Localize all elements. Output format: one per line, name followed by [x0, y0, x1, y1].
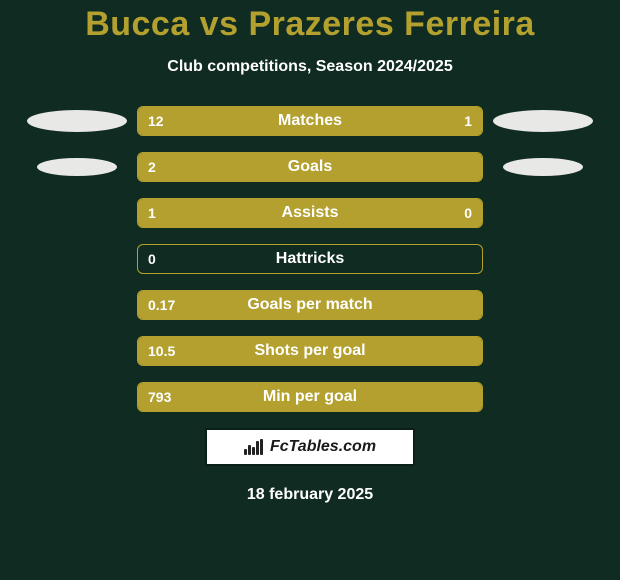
fill-left — [138, 199, 420, 227]
player-right-marker — [503, 158, 583, 176]
player-left-marker — [27, 110, 127, 132]
stat-left-value: 12 — [148, 113, 164, 129]
stat-right-value: 1 — [464, 113, 472, 129]
stat-row: Min per goal 793 — [0, 382, 620, 412]
stat-left-value: 793 — [148, 389, 171, 405]
left-side — [17, 158, 137, 176]
player-left-marker — [37, 158, 117, 176]
stat-bar: Matches 12 1 — [137, 106, 483, 136]
stat-row: Shots per goal 10.5 — [0, 336, 620, 366]
stat-label: Assists — [282, 204, 339, 222]
stat-label: Hattricks — [276, 250, 344, 268]
stat-label: Min per goal — [263, 388, 357, 406]
source-badge[interactable]: FcTables.com — [205, 428, 415, 466]
stat-bar: Hattricks 0 — [137, 244, 483, 274]
left-side — [17, 110, 137, 132]
stat-left-value: 2 — [148, 159, 156, 175]
stat-right-value: 0 — [464, 205, 472, 221]
source-badge-text: FcTables.com — [270, 438, 376, 456]
date-text: 18 february 2025 — [0, 486, 620, 504]
stat-label: Shots per goal — [254, 342, 365, 360]
stat-bar: Assists 1 0 — [137, 198, 483, 228]
stat-left-value: 10.5 — [148, 343, 175, 359]
comparison-infographic: Bucca vs Prazeres Ferreira Club competit… — [0, 0, 620, 580]
stat-left-value: 0.17 — [148, 297, 175, 313]
stat-bar: Min per goal 793 — [137, 382, 483, 412]
fill-right — [420, 199, 482, 227]
player-right-marker — [493, 110, 593, 132]
bar-chart-icon — [244, 439, 264, 455]
stat-label: Matches — [278, 112, 342, 130]
stat-bar: Goals per match 0.17 — [137, 290, 483, 320]
stat-rows: Matches 12 1 Goals 2 Assists 1 0 Hattricks 0 Goals… — [0, 106, 620, 412]
page-title: Bucca vs Prazeres Ferreira — [0, 5, 620, 44]
stat-bar: Shots per goal 10.5 — [137, 336, 483, 366]
stat-row: Hattricks 0 — [0, 244, 620, 274]
stat-label: Goals — [288, 158, 332, 176]
stat-bar: Goals 2 — [137, 152, 483, 182]
subtitle: Club competitions, Season 2024/2025 — [0, 58, 620, 76]
fill-left — [138, 107, 413, 135]
stat-row: Goals 2 — [0, 152, 620, 182]
right-side — [483, 110, 603, 132]
stat-left-value: 1 — [148, 205, 156, 221]
stat-left-value: 0 — [148, 251, 156, 267]
stat-row: Goals per match 0.17 — [0, 290, 620, 320]
stat-row: Matches 12 1 — [0, 106, 620, 136]
stat-row: Assists 1 0 — [0, 198, 620, 228]
stat-label: Goals per match — [247, 296, 372, 314]
right-side — [483, 158, 603, 176]
